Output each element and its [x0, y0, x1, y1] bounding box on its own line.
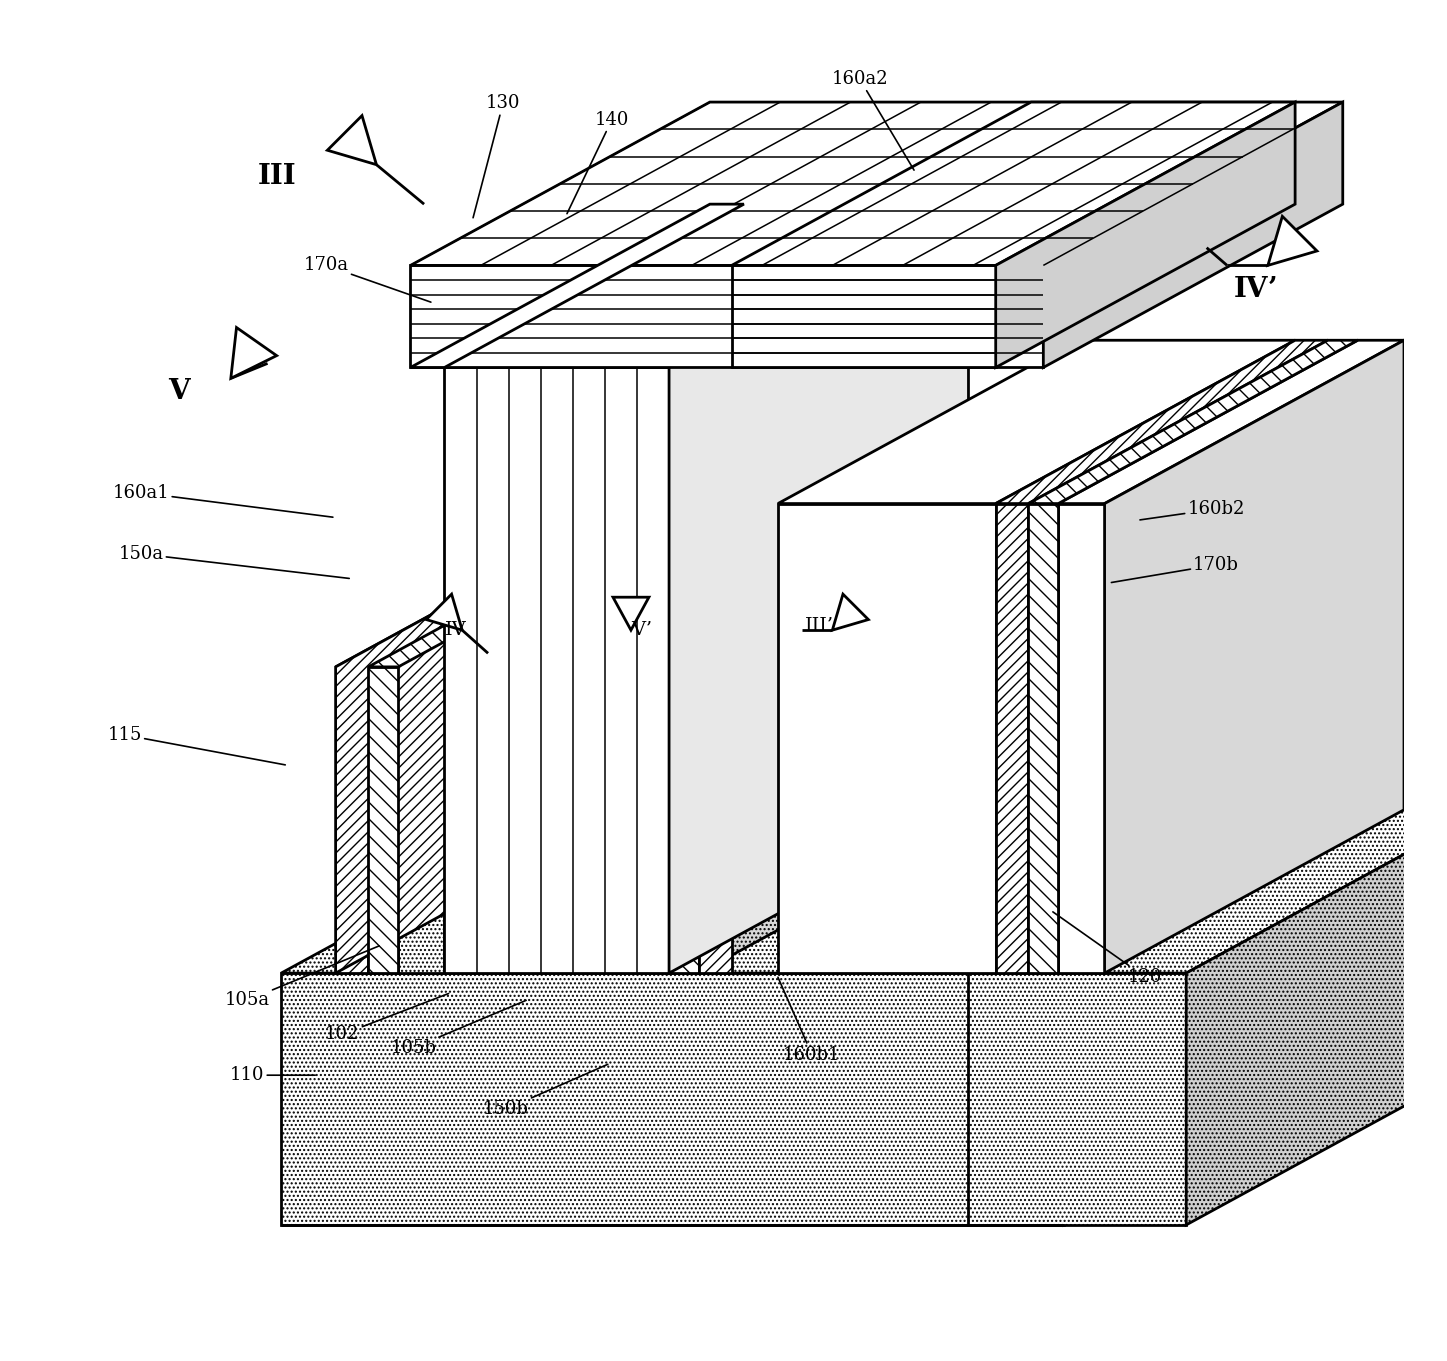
Polygon shape [669, 667, 699, 973]
Polygon shape [1029, 504, 1058, 973]
Polygon shape [336, 504, 667, 667]
Text: 150a: 150a [119, 544, 349, 578]
Text: 160b1: 160b1 [778, 977, 841, 1064]
Text: 160a1: 160a1 [113, 483, 333, 517]
Polygon shape [832, 595, 868, 630]
Polygon shape [1268, 216, 1317, 265]
Polygon shape [699, 504, 1032, 667]
Polygon shape [1064, 810, 1363, 1225]
Polygon shape [336, 667, 369, 973]
Polygon shape [327, 116, 376, 165]
Text: III’: III’ [805, 617, 835, 636]
Text: 105b: 105b [391, 1000, 527, 1057]
Text: 105a: 105a [224, 946, 379, 1010]
Polygon shape [336, 504, 635, 973]
Polygon shape [669, 667, 699, 973]
Polygon shape [232, 328, 276, 378]
Text: 140: 140 [567, 110, 629, 214]
Text: IV: IV [444, 621, 466, 640]
Polygon shape [778, 340, 1295, 504]
Polygon shape [732, 102, 1295, 265]
Text: III: III [258, 163, 297, 191]
Text: 115: 115 [107, 725, 285, 765]
Text: 160a2: 160a2 [831, 69, 915, 170]
Polygon shape [398, 667, 444, 973]
Polygon shape [996, 340, 1328, 504]
Polygon shape [369, 504, 697, 667]
Polygon shape [778, 504, 996, 973]
Polygon shape [1187, 810, 1447, 1225]
Polygon shape [281, 810, 1363, 973]
Polygon shape [1029, 340, 1357, 504]
Text: 130: 130 [473, 94, 521, 218]
Polygon shape [968, 810, 1447, 973]
Polygon shape [669, 204, 968, 973]
Polygon shape [1043, 102, 1343, 367]
Text: V: V [168, 378, 190, 406]
Polygon shape [398, 504, 744, 667]
Polygon shape [1058, 340, 1404, 504]
Text: 120: 120 [1053, 912, 1162, 987]
Polygon shape [614, 597, 648, 630]
Polygon shape [281, 973, 1064, 1225]
Polygon shape [968, 973, 1187, 1225]
Text: 170a: 170a [304, 256, 431, 302]
Polygon shape [444, 204, 968, 367]
Polygon shape [411, 265, 1043, 367]
Text: 160b2: 160b2 [1140, 499, 1244, 520]
Polygon shape [669, 504, 998, 667]
Text: IV’: IV’ [1234, 276, 1279, 304]
Polygon shape [411, 102, 1343, 265]
Polygon shape [732, 265, 996, 367]
Polygon shape [996, 504, 1029, 973]
Polygon shape [669, 504, 998, 667]
Text: 110: 110 [230, 1066, 315, 1085]
Text: 170b: 170b [1111, 555, 1239, 583]
Polygon shape [411, 204, 744, 367]
Polygon shape [996, 102, 1295, 367]
Text: V’: V’ [631, 621, 653, 640]
Text: 150b: 150b [483, 1064, 608, 1119]
Polygon shape [427, 595, 462, 630]
Text: 102: 102 [326, 994, 449, 1044]
Polygon shape [1104, 340, 1404, 973]
Polygon shape [444, 367, 669, 973]
Polygon shape [699, 667, 732, 973]
Polygon shape [1058, 504, 1104, 973]
Polygon shape [699, 504, 998, 973]
Polygon shape [369, 667, 398, 973]
